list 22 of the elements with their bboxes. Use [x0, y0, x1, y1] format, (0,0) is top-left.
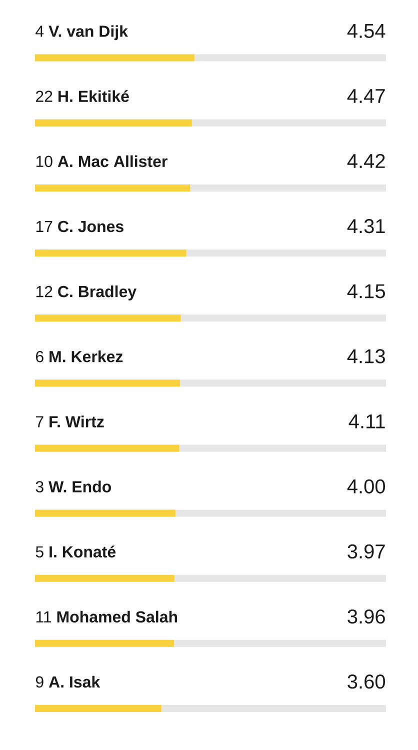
data-label: 4.31	[347, 219, 385, 234]
data-label: 4.11	[348, 414, 385, 428]
data-label: 4.00	[347, 479, 386, 494]
y-tick-label: 5 I. Konaté	[36, 546, 116, 558]
y-tick-label: 6 M. Kerkez	[36, 350, 123, 362]
y-tick-label: 17 C. Jones	[36, 220, 124, 232]
y-tick-label: 12 C. Bradley	[36, 285, 136, 300]
data-label: 3.97	[348, 544, 385, 559]
data-label: 3.60	[348, 674, 386, 689]
y-tick-label: 22 H. Ekitiké	[36, 90, 129, 102]
data-label: 4.13	[347, 349, 385, 364]
data-label: 4.54	[347, 24, 386, 38]
data-label: 4.42	[347, 154, 385, 168]
y-tick-label: 11 Mohamed Salah	[36, 610, 178, 623]
y-tick-label: 3 W. Endo	[36, 480, 112, 492]
y-tick-label: 10 A. Mac Allister	[36, 155, 168, 168]
data-label: 4.47	[347, 89, 385, 103]
data-label: 4.15	[347, 284, 385, 298]
y-tick-label: 9 A. Isak	[36, 676, 100, 688]
y-tick-label: 4 V. van Dijk	[36, 25, 128, 40]
data-label: 3.96	[348, 609, 385, 624]
y-tick-label: 7 F. Wirtz	[36, 416, 104, 428]
